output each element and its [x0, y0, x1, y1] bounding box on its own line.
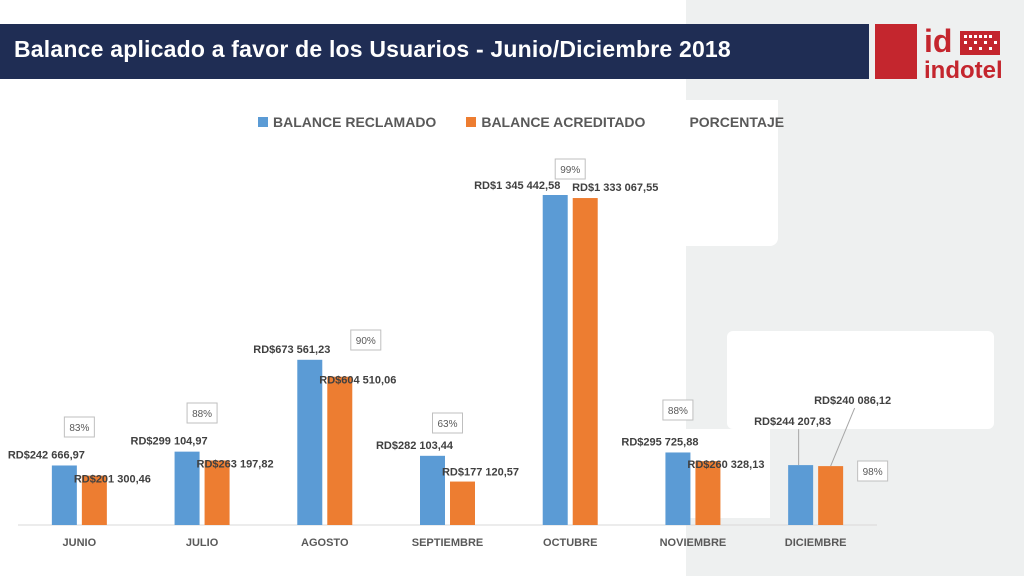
percentage-label: 88%	[668, 406, 688, 417]
bar-reclamado	[174, 451, 200, 525]
percentage-box	[350, 329, 382, 351]
chart-legend: BALANCE RECLAMADO BALANCE ACREDITADO POR…	[258, 113, 814, 131]
x-tick-label: OCTUBRE	[543, 537, 597, 549]
leader-line	[830, 407, 856, 467]
logo-text-bottom: indotel	[924, 57, 1003, 82]
data-label-reclamado: RD$242 666,97	[8, 449, 85, 461]
data-label-acreditado: RD$240 086,12	[814, 395, 891, 407]
bar-acreditado	[450, 481, 475, 525]
percentage-label: 83%	[69, 423, 89, 434]
percentage-box	[857, 460, 889, 482]
background-white-block	[727, 331, 994, 429]
bar-acreditado	[204, 460, 230, 525]
x-tick-label: SEPTIEMBRE	[412, 537, 484, 549]
percentage-label: 98%	[863, 467, 883, 478]
data-label-acreditado: RD$263 197,82	[197, 458, 274, 470]
percentage-label: 63%	[437, 419, 457, 430]
x-tick-label: DICIEMBRE	[785, 537, 847, 549]
bar-acreditado	[695, 461, 721, 525]
x-tick-label: JUNIO	[63, 537, 97, 549]
data-label-reclamado: RD$244 207,83	[754, 416, 831, 428]
bar-acreditado	[818, 466, 844, 525]
percentage-box	[186, 402, 218, 424]
percentage-label: 99%	[560, 165, 580, 176]
percentage-box	[554, 158, 586, 180]
x-tick-label: AGOSTO	[301, 537, 349, 549]
brand-red-square	[875, 24, 917, 79]
legend-item-acreditado: BALANCE ACREDITADO	[466, 113, 645, 131]
percentage-label: 88%	[192, 409, 212, 420]
bar-reclamado	[297, 359, 323, 525]
legend-label: BALANCE RECLAMADO	[273, 114, 437, 130]
title-bar: Balance aplicado a favor de los Usuarios…	[0, 24, 869, 79]
data-label-acreditado: RD$1 333 067,55	[572, 182, 658, 194]
percentage-box	[662, 399, 694, 421]
data-label-acreditado: RD$260 328,13	[687, 459, 764, 471]
legend-swatch-orange	[466, 117, 477, 127]
data-label-acreditado: RD$604 510,06	[319, 375, 396, 387]
bar-reclamado	[542, 195, 568, 525]
legend-item-porcentaje: PORCENTAJE	[675, 113, 784, 131]
legend-label: BALANCE ACREDITADO	[481, 114, 646, 130]
data-label-reclamado: RD$673 561,23	[253, 344, 330, 356]
bar-reclamado	[665, 452, 691, 525]
data-label-acreditado: RD$177 120,57	[442, 467, 519, 479]
data-label-reclamado: RD$1 345 442,58	[474, 180, 560, 192]
data-label-reclamado: RD$299 104,97	[131, 436, 208, 448]
slide-title: Balance aplicado a favor de los Usuarios…	[14, 36, 731, 62]
legend-label: PORCENTAJE	[689, 114, 785, 130]
percentage-box	[63, 416, 95, 438]
bar-reclamado	[788, 465, 814, 525]
bar-reclamado	[420, 455, 445, 525]
bar-reclamado	[51, 465, 77, 525]
data-label-acreditado: RD$201 300,46	[74, 474, 151, 486]
background-white-block	[640, 100, 778, 246]
logo-text-top: id	[924, 23, 952, 59]
percentage-box	[432, 412, 463, 434]
bar-acreditado	[81, 475, 107, 525]
bar-acreditado	[327, 376, 353, 525]
legend-swatch-blue	[258, 117, 268, 127]
x-tick-label: NOVIEMBRE	[660, 537, 727, 549]
indotel-logo: id indotel	[924, 23, 1003, 82]
bar-acreditado	[572, 198, 598, 525]
legend-item-reclamado: BALANCE RECLAMADO	[258, 113, 436, 131]
x-tick-label: JULIO	[186, 537, 219, 549]
data-label-reclamado: RD$295 725,88	[621, 436, 698, 448]
percentage-label: 90%	[356, 336, 376, 347]
data-label-reclamado: RD$282 103,44	[376, 440, 454, 452]
